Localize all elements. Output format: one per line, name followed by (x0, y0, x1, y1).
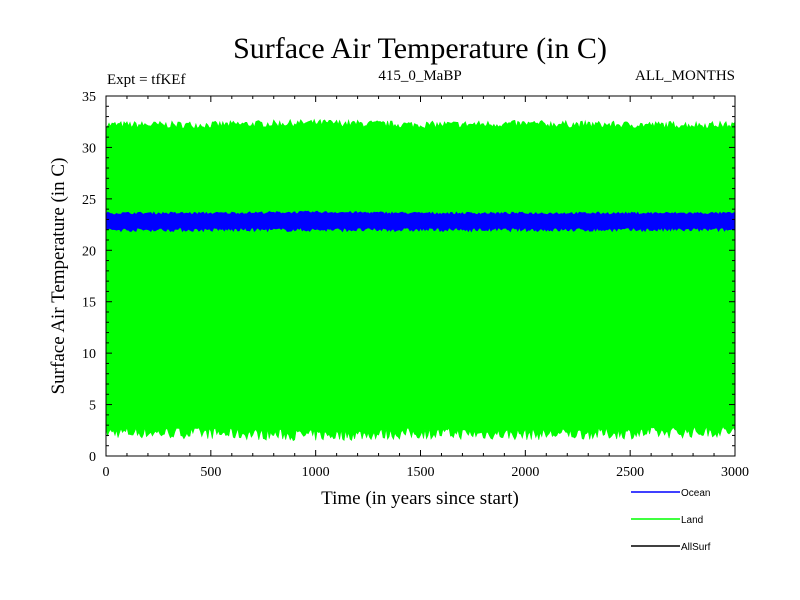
x-tick-label: 1000 (302, 465, 330, 480)
y-tick-label: 10 (82, 347, 96, 362)
legend-label-land: Land (681, 515, 703, 526)
series-ocean (105, 210, 736, 233)
axes: 0 500 1000 1500 2000 2500 3000 0 5 10 15 20 25 30 35 (82, 90, 749, 480)
legend-label-allsurf: AllSurf (681, 542, 711, 553)
y-tick-label: 30 (82, 141, 96, 156)
x-tick-label: 500 (200, 465, 221, 480)
y-axis-label: Surface Air Temperature (in C) (48, 158, 69, 395)
x-tick-label: 3000 (721, 465, 749, 480)
x-tick-label: 0 (103, 465, 110, 480)
legend-label-ocean: Ocean (681, 488, 710, 499)
plot-area (105, 118, 736, 442)
series-band-ocean (105, 210, 736, 233)
legend: Ocean Land AllSurf (631, 488, 711, 553)
x-tick-label: 1500 (407, 465, 435, 480)
y-tick-label: 15 (82, 296, 96, 311)
x-axis-label: Time (in years since start) (321, 488, 519, 509)
subtitle-right: ALL_MONTHS (635, 68, 735, 84)
series-land (105, 118, 736, 442)
subtitle-center: 415_0_MaBP (378, 68, 461, 84)
y-tick-label: 35 (82, 90, 96, 105)
subtitle-left: Expt = tfKEf (107, 72, 185, 88)
series-band-land (105, 118, 736, 442)
y-tick-label: 20 (82, 244, 96, 259)
y-tick-label: 25 (82, 193, 96, 208)
x-tick-label: 2500 (616, 465, 644, 480)
chart-title: Surface Air Temperature (in C) (233, 32, 607, 65)
y-tick-label: 0 (89, 450, 96, 465)
x-tick-label: 2000 (511, 465, 539, 480)
y-tick-label: 5 (89, 399, 96, 414)
